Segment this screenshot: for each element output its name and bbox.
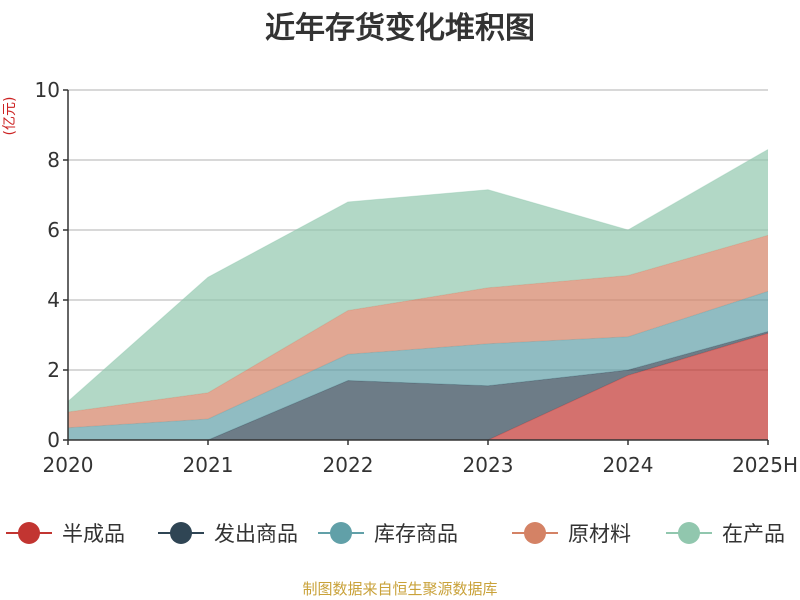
legend-item-2[interactable]: 库存商品 [318, 522, 458, 546]
y-tick-label: 0 [47, 428, 60, 452]
legend-marker [678, 522, 700, 544]
y-tick-label: 4 [47, 288, 60, 312]
area-series-0 [68, 333, 768, 440]
x-tick-label: 2020 [43, 453, 94, 477]
y-tick-labels: 0 2 4 6 8 10 [35, 78, 60, 452]
area-series-1 [68, 331, 768, 440]
x-tick-label: 2025H [732, 453, 798, 477]
area-series-line-4 [67, 149, 769, 402]
legend-label: 半成品 [62, 522, 125, 546]
legend-marker [524, 522, 546, 544]
y-tick-label: 8 [47, 148, 60, 172]
x-tick-labels: 2020 2021 2022 2023 2024 2025H [43, 453, 798, 477]
legend-item-1[interactable]: 发出商品 [158, 522, 298, 546]
legend-marker [330, 522, 352, 544]
legend-marker [170, 522, 192, 544]
area-series-2 [68, 291, 768, 440]
legend-marker [18, 522, 40, 544]
area-series [67, 149, 769, 441]
axes [63, 89, 769, 445]
area-series-3 [68, 235, 768, 428]
legend-item-3[interactable]: 原材料 [512, 522, 631, 546]
x-tick-label: 2022 [323, 453, 374, 477]
y-tick-label: 6 [47, 218, 60, 242]
y-axis-label: (亿元) [2, 97, 18, 136]
legend-label: 发出商品 [214, 522, 298, 546]
x-tick-label: 2021 [183, 453, 234, 477]
legend-label: 在产品 [722, 522, 785, 546]
legend: 半成品 发出商品 库存商品 原材料 在产品 [6, 522, 785, 546]
legend-item-0[interactable]: 半成品 [6, 522, 125, 546]
x-tick-label: 2024 [603, 453, 654, 477]
y-tick-label: 2 [47, 358, 60, 382]
y-tick-label: 10 [35, 78, 60, 102]
legend-item-4[interactable]: 在产品 [666, 522, 785, 546]
x-tick-label: 2023 [463, 453, 514, 477]
legend-label: 库存商品 [374, 522, 458, 546]
source-note: 制图数据来自恒生聚源数据库 [302, 580, 497, 598]
chart-title: 近年存货变化堆积图 [265, 11, 535, 46]
area-series-4 [68, 149, 768, 412]
legend-label: 原材料 [568, 522, 631, 546]
